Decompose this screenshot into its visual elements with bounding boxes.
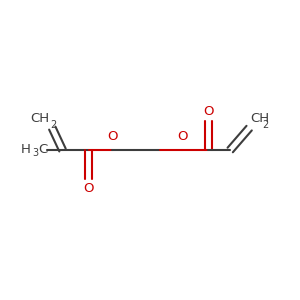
Text: O: O bbox=[203, 105, 214, 118]
Text: CH: CH bbox=[30, 112, 50, 125]
Text: 3: 3 bbox=[32, 148, 39, 158]
Text: 2: 2 bbox=[262, 121, 268, 130]
Text: CH: CH bbox=[250, 112, 270, 125]
Text: O: O bbox=[83, 182, 94, 195]
Text: C: C bbox=[38, 143, 47, 157]
Text: O: O bbox=[177, 130, 187, 143]
Text: H: H bbox=[21, 143, 31, 157]
Text: O: O bbox=[107, 130, 117, 143]
Text: 2: 2 bbox=[50, 121, 56, 130]
